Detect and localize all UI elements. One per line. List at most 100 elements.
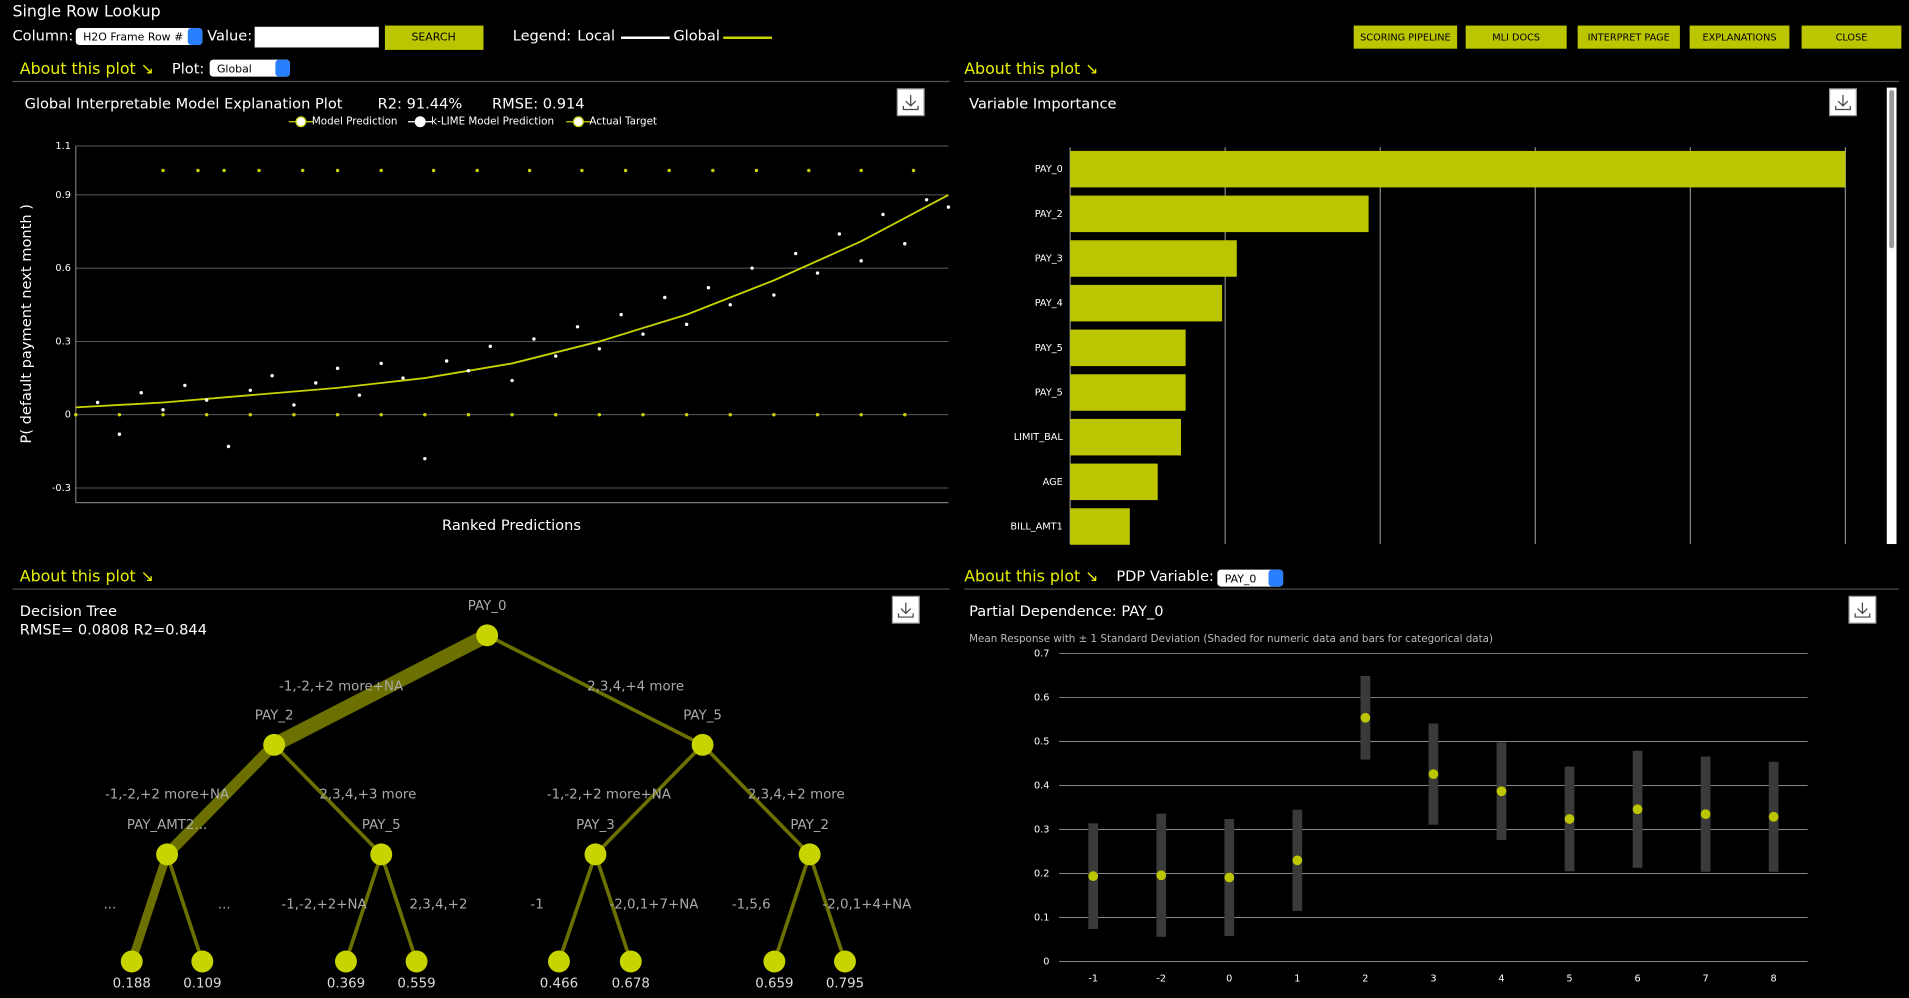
point (924, 198, 929, 202)
value-input[interactable] (254, 26, 379, 48)
scroll-thumb[interactable] (1889, 90, 1895, 249)
bar (1070, 418, 1181, 456)
toolbar-button[interactable] (1801, 25, 1902, 49)
edge-label: -1,-2,+2 more+NA (279, 679, 404, 694)
search-label: SEARCH (411, 31, 455, 44)
download-glyph (897, 602, 914, 618)
button-label: MLI DOCS (1492, 33, 1540, 44)
edge-label: 2,3,4,+2 (409, 897, 467, 912)
about-link[interactable]: About this plot ↘ (20, 59, 154, 78)
point (667, 168, 671, 173)
point (532, 337, 536, 341)
point (488, 344, 492, 349)
point (139, 391, 143, 395)
tree-edge (127, 850, 172, 966)
scrollbar[interactable] (1886, 87, 1897, 545)
bar (1070, 463, 1158, 501)
point (911, 168, 916, 173)
about-link[interactable]: About this plot ↘ (964, 59, 1098, 78)
category-label: LIMIT_BAL (1014, 432, 1064, 443)
bar (1070, 508, 1130, 545)
toolbar-button[interactable] (1353, 25, 1458, 49)
point (183, 383, 187, 388)
y-tick-label: 0.4 (1034, 781, 1049, 792)
category-label: PAY_2 (1035, 209, 1063, 220)
pdp-select[interactable] (1217, 569, 1284, 587)
node-label: 0.466 (540, 976, 578, 991)
node-label: PAY_5 (683, 709, 722, 724)
y-tick-label: 1.1 (55, 141, 70, 152)
tree-node (191, 950, 214, 973)
x-tick-label: 2 (1362, 974, 1368, 985)
x-tick-label: 8 (1771, 974, 1777, 985)
x-axis-label: Ranked Predictions (442, 517, 581, 534)
download-glyph (902, 94, 919, 111)
legend-marker (572, 116, 584, 128)
edge-label: 2,3,4,+4 more (587, 679, 684, 694)
tree-node (763, 950, 786, 973)
legend-local: Local (577, 28, 615, 45)
value-label: Value: (207, 28, 252, 45)
tree-edge (344, 852, 384, 964)
button-label: INTERPRET PAGE (1588, 33, 1670, 44)
category-label: AGE (1043, 477, 1063, 488)
mean-point (1632, 804, 1643, 815)
point (754, 168, 759, 173)
point (946, 205, 951, 209)
point (554, 413, 558, 417)
about-link[interactable]: About this plot ↘ (20, 566, 154, 585)
point (641, 413, 645, 417)
point (706, 286, 711, 290)
tree-node (834, 950, 856, 973)
point (597, 413, 602, 417)
mean-point (1428, 769, 1439, 779)
y-tick-label: 0.7 (1034, 649, 1049, 660)
button-label: CLOSE (1836, 33, 1868, 44)
toolbar-button[interactable] (1577, 25, 1680, 49)
tree-edge (593, 743, 705, 857)
point (466, 369, 471, 373)
tree-node (547, 950, 570, 973)
tree-edge (807, 852, 847, 964)
x-tick-label: 5 (1566, 974, 1572, 985)
column-select[interactable] (75, 27, 203, 46)
tree-node (584, 843, 607, 866)
y-tick-label: 0.9 (55, 190, 70, 201)
about-link[interactable]: About this plot ↘ (964, 566, 1098, 585)
point (728, 413, 732, 417)
y-tick-label: 0.3 (55, 336, 70, 347)
bar (1070, 374, 1186, 411)
point (379, 361, 383, 366)
node-label: PAY_2 (790, 818, 829, 833)
node-label: 0.188 (113, 976, 151, 991)
edge-label: 2,3,4,+3 more (319, 788, 416, 803)
point (580, 168, 584, 173)
point (95, 400, 100, 405)
point (575, 325, 580, 329)
bar (1070, 284, 1223, 322)
tree-edge (379, 852, 419, 964)
toolbar-button[interactable] (1465, 25, 1567, 49)
legend-label: k-LIME Model Prediction (431, 116, 554, 128)
point (815, 413, 820, 417)
legend-marker (414, 116, 426, 128)
point (204, 398, 209, 402)
plot-select[interactable] (209, 59, 290, 77)
node-label: PAY_2 (255, 709, 294, 724)
toolbar-button[interactable] (1689, 25, 1790, 49)
point (401, 376, 405, 380)
node-label: 0.559 (397, 976, 435, 991)
mean-point (1768, 811, 1779, 822)
mean-point (1496, 786, 1507, 797)
point (314, 381, 318, 385)
tree-node (263, 733, 286, 756)
edge-label: 2,3,4,+2 more (748, 788, 845, 803)
button-label: SCORING PIPELINE (1360, 33, 1451, 44)
point (335, 413, 340, 417)
search-button[interactable] (384, 25, 484, 50)
chart-title: Variable Importance (969, 96, 1116, 113)
point (117, 432, 122, 436)
point (117, 413, 122, 417)
point (815, 271, 820, 275)
point (597, 347, 602, 351)
